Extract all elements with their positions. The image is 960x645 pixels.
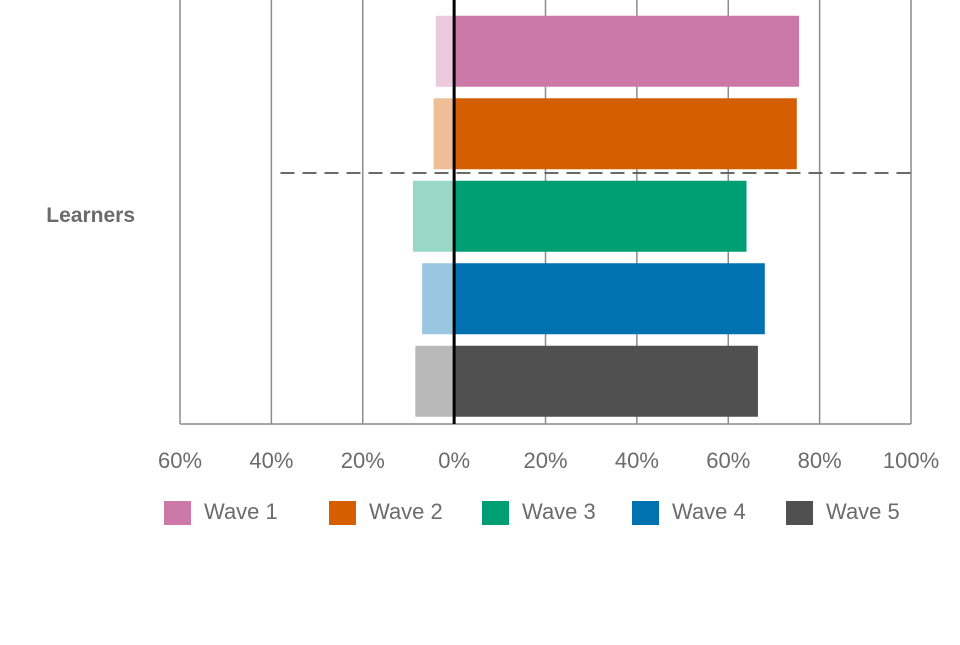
category-label: Learners xyxy=(46,204,135,227)
x-tick-label-8: 100% xyxy=(883,448,939,473)
legend: Wave 1 Wave 2 Wave 3 Wave 4 Wave 5 xyxy=(164,499,900,525)
x-tick-label-3: 0% xyxy=(438,448,470,473)
bar-negative-1 xyxy=(435,15,455,87)
x-tick-label-2: 20% xyxy=(341,448,385,473)
legend-label-5: Wave 5 xyxy=(826,499,900,524)
bar-positive-5 xyxy=(454,345,758,417)
legend-swatch-2 xyxy=(329,501,356,525)
x-tick-label-1: 40% xyxy=(249,448,293,473)
x-tick-label-7: 80% xyxy=(798,448,842,473)
bar-negative-3 xyxy=(413,180,455,252)
bar-positive-1 xyxy=(454,15,800,87)
legend-label-3: Wave 3 xyxy=(522,499,596,524)
x-tick-label-0: 60% xyxy=(158,448,202,473)
bar-positive-2 xyxy=(454,98,797,170)
bar-negative-4 xyxy=(422,263,455,335)
legend-swatch-5 xyxy=(786,501,813,525)
x-tick-label-5: 40% xyxy=(615,448,659,473)
legend-label-4: Wave 4 xyxy=(672,499,746,524)
x-tick-label-6: 60% xyxy=(706,448,750,473)
bar-negative-2 xyxy=(433,98,455,170)
bar-negative-5 xyxy=(415,345,455,417)
bar-positive-4 xyxy=(454,263,765,335)
bar-positive-3 xyxy=(454,180,747,252)
legend-label-1: Wave 1 xyxy=(204,499,278,524)
x-tick-label-4: 20% xyxy=(523,448,567,473)
legend-label-2: Wave 2 xyxy=(369,499,443,524)
bars xyxy=(413,15,800,417)
legend-swatch-3 xyxy=(482,501,509,525)
legend-swatch-4 xyxy=(632,501,659,525)
legend-swatch-1 xyxy=(164,501,191,525)
x-axis: 60% 40% 20% 0% 20% 40% 60% 80% 100% Learners xyxy=(46,0,939,473)
